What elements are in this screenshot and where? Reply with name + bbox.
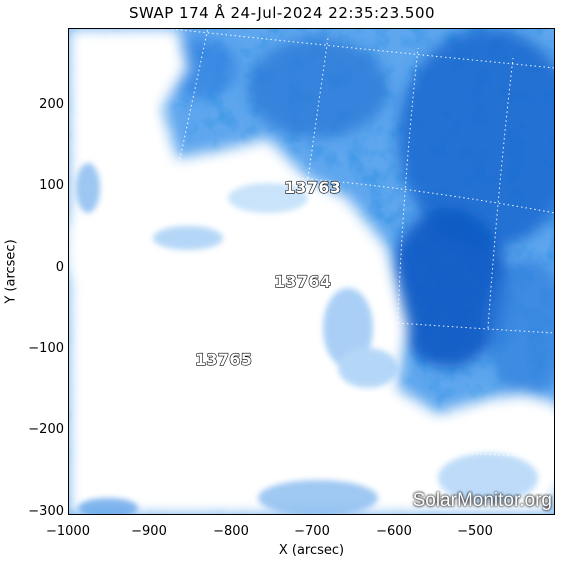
x-tick-label: −1000 — [46, 524, 90, 539]
x-tick-label: −800 — [213, 524, 249, 539]
y-tick-label: 200 — [39, 97, 64, 112]
y-tick-label: 0 — [55, 260, 64, 275]
x-axis-label: X (arcsec) — [278, 543, 345, 558]
heliographic-grid — [162, 28, 555, 459]
solar-image — [68, 28, 555, 515]
active-region-label-13764: 13764 — [273, 271, 332, 291]
x-tick-label: −500 — [457, 524, 493, 539]
y-tick-label: −300 — [28, 504, 64, 519]
x-tick-label: −900 — [131, 524, 167, 539]
y-tick-label: 100 — [39, 178, 64, 193]
active-region-label-13763: 13763 — [283, 177, 342, 197]
active-region-label-13765: 13765 — [194, 349, 253, 369]
y-tick-label: −200 — [28, 422, 64, 437]
x-tick-label: −700 — [294, 524, 330, 539]
x-tick-label: −600 — [376, 524, 412, 539]
y-axis-label: Y (arcsec) — [3, 239, 19, 304]
y-tick-label: −100 — [28, 341, 64, 356]
watermark-logo: SolarMonitor.org — [412, 490, 552, 511]
image-title: SWAP 174 Å 24-Jul-2024 22:35:23.500 — [128, 4, 436, 22]
